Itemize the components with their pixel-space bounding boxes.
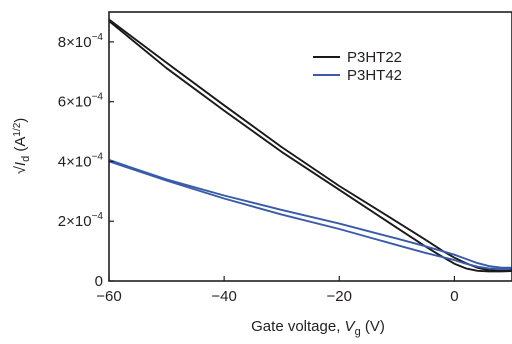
y-axis-label: √Id (A1/2) bbox=[12, 118, 32, 175]
y-tick-label: 8×10−4 bbox=[58, 32, 104, 51]
x-tick-label: 0 bbox=[450, 288, 458, 305]
y-tick-label: 2×10−4 bbox=[58, 211, 104, 230]
legend: P3HT22 P3HT42 bbox=[313, 49, 402, 84]
plot-frame bbox=[108, 11, 512, 282]
legend-label-p3ht22: P3HT22 bbox=[347, 49, 402, 66]
data-layer bbox=[108, 18, 512, 273]
y-tick-label: 6×10−4 bbox=[58, 92, 104, 111]
x-tick-label: −60 bbox=[96, 288, 121, 305]
series-line-p3ht22-sweep-1 bbox=[108, 18, 512, 272]
ticks-layer: −60 −40 −20 0 0 2×10−4 4×10−4 6×10−4 8×10−4 bbox=[58, 32, 459, 305]
y-tick-label: 0 bbox=[95, 273, 103, 290]
x-tick-label: −20 bbox=[327, 288, 352, 305]
legend-label-p3ht42: P3HT42 bbox=[347, 67, 402, 84]
x-tick-label: −40 bbox=[211, 288, 236, 305]
series-line-p3ht42-sweep-1 bbox=[108, 159, 512, 269]
x-axis-label: Gate voltage, Vg (V) bbox=[251, 318, 385, 338]
series-line-p3ht22-sweep-2 bbox=[108, 20, 512, 273]
series-line-p3ht42-sweep-2 bbox=[108, 160, 512, 270]
y-tick-label: 4×10−4 bbox=[58, 151, 104, 170]
